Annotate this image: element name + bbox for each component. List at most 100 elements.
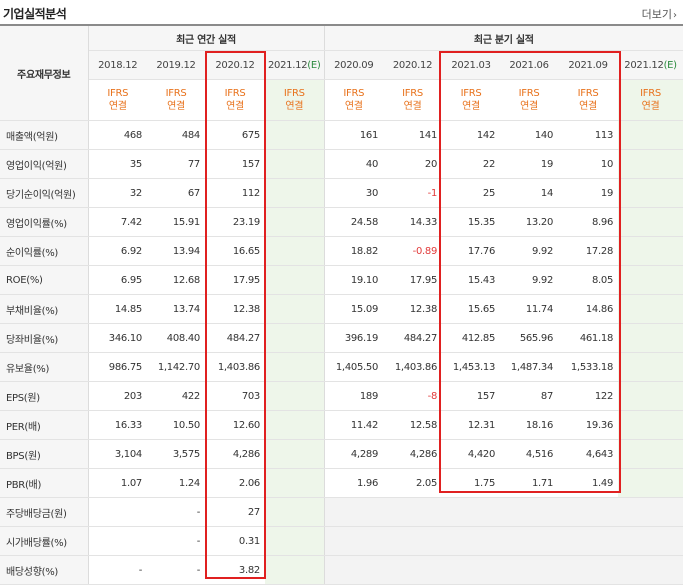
value-cell: 15.65 [442, 294, 501, 324]
value-cell: 1.75 [442, 468, 501, 498]
value-cell: 11.74 [500, 294, 559, 324]
annual-group-header: 최근 연간 실적 [88, 24, 325, 51]
value-cell: -8 [383, 381, 443, 411]
value-cell: 24.58 [324, 207, 384, 237]
value-cell: 19 [558, 178, 619, 208]
value-cell: 22 [442, 149, 501, 179]
more-label: 더보기 [641, 8, 672, 21]
consolidated-label: 연결 [579, 101, 597, 112]
period-header: 2021.12(E) [618, 50, 683, 80]
table-row: 부채비율(%) 14.85 13.74 12.38 15.09 12.38 15.65 11.… [0, 294, 683, 324]
period-header: 2020.12 [383, 50, 443, 80]
period-header: 2021.06 [500, 50, 559, 80]
row-label: BPS(원) [0, 439, 89, 469]
row-label: ROE(%) [0, 265, 89, 295]
value-cell [558, 526, 619, 556]
value-cell [265, 555, 325, 585]
value-cell: 1.24 [147, 468, 205, 498]
ifrs-basis: IFRS 연결 [618, 79, 683, 121]
value-cell [500, 497, 559, 527]
value-cell: 2.05 [383, 468, 443, 498]
value-cell: 12.31 [442, 410, 501, 440]
ifrs-basis: IFRS 연결 [265, 79, 325, 121]
value-cell [500, 526, 559, 556]
value-cell [324, 497, 384, 527]
value-cell: 161 [324, 120, 384, 150]
row-label: 순이익률(%) [0, 236, 89, 266]
value-cell [324, 526, 384, 556]
value-cell: 87 [500, 381, 559, 411]
value-cell [618, 207, 683, 237]
value-cell [618, 526, 683, 556]
value-cell [265, 410, 325, 440]
value-cell: 4,286 [205, 439, 265, 469]
value-cell: 2.06 [205, 468, 265, 498]
value-cell: 15.43 [442, 265, 501, 295]
financial-summary-table: 주요재무정보 최근 연간 실적 최근 분기 실적 2018.12 2019.12 2020… [0, 24, 683, 585]
value-cell: 986.75 [88, 352, 147, 382]
value-cell [618, 410, 683, 440]
value-cell: 157 [205, 149, 265, 179]
row-label: PBR(배) [0, 468, 89, 498]
value-cell: 18.82 [324, 236, 384, 266]
ifrs-label: IFRS [343, 88, 365, 99]
value-cell: 4,289 [324, 439, 384, 469]
period-header: 2021.03 [442, 50, 501, 80]
ifrs-basis: IFRS 연결 [324, 79, 384, 121]
period-year: 2020.12 [392, 59, 433, 71]
estimate-mark: (E) [307, 59, 321, 71]
value-cell: 19.36 [558, 410, 619, 440]
value-cell: 1,405.50 [324, 352, 384, 382]
value-cell: 17.76 [442, 236, 501, 266]
value-cell: 1,403.86 [205, 352, 265, 382]
value-cell: 12.38 [383, 294, 443, 324]
value-cell: 23.19 [205, 207, 265, 237]
value-cell: 189 [324, 381, 384, 411]
table-row: 순이익률(%) 6.92 13.94 16.65 18.82 -0.89 17.76 9.92… [0, 236, 683, 266]
ifrs-label: IFRS [460, 88, 482, 99]
row-label: 당좌비율(%) [0, 323, 89, 353]
value-cell [558, 497, 619, 527]
value-cell: 13.94 [147, 236, 205, 266]
more-link[interactable]: 더보기› [642, 6, 677, 22]
value-cell: 141 [383, 120, 443, 150]
table-row: 매출액(억원) 468 484 675 161 141 142 140 113 [0, 120, 683, 150]
value-cell: 422 [147, 381, 205, 411]
value-cell: 14 [500, 178, 559, 208]
value-cell: 408.40 [147, 323, 205, 353]
value-cell: 468 [88, 120, 147, 150]
period-year: 2018.12 [98, 59, 138, 71]
row-label: 당기순이익(억원) [0, 178, 89, 208]
row-label: 배당성향(%) [0, 555, 89, 585]
value-cell: 4,420 [442, 439, 501, 469]
value-cell [618, 236, 683, 266]
ifrs-label: IFRS [283, 88, 305, 99]
table-row: EPS(원) 203 422 703 189 -8 157 87 122 [0, 381, 683, 411]
value-cell: 11.42 [324, 410, 384, 440]
value-cell [265, 439, 325, 469]
value-cell: 3,575 [147, 439, 205, 469]
value-cell: 1,533.18 [558, 352, 619, 382]
value-cell: 77 [147, 149, 205, 179]
period-header: 2019.12 [147, 50, 205, 80]
row-label: 부채비율(%) [0, 294, 89, 324]
period-year: 2021.12 [268, 59, 308, 71]
value-cell: 30 [324, 178, 384, 208]
value-cell: 565.96 [500, 323, 559, 353]
ifrs-label: IFRS [577, 88, 599, 99]
value-cell: 16.65 [205, 236, 265, 266]
value-cell [500, 555, 559, 585]
value-cell [265, 236, 325, 266]
value-cell: 12.68 [147, 265, 205, 295]
value-cell: 157 [442, 381, 501, 411]
row-label: 시가배당률(%) [0, 526, 89, 556]
value-cell: 9.92 [500, 236, 559, 266]
value-cell: 113 [558, 120, 619, 150]
value-cell: 12.60 [205, 410, 265, 440]
value-cell [265, 120, 325, 150]
table-row: ROE(%) 6.95 12.68 17.95 19.10 17.95 15.43 9.92 8… [0, 265, 683, 295]
value-cell: 140 [500, 120, 559, 150]
value-cell [558, 555, 619, 585]
period-header: 2020.09 [324, 50, 384, 80]
value-cell: 3.82 [205, 555, 265, 585]
